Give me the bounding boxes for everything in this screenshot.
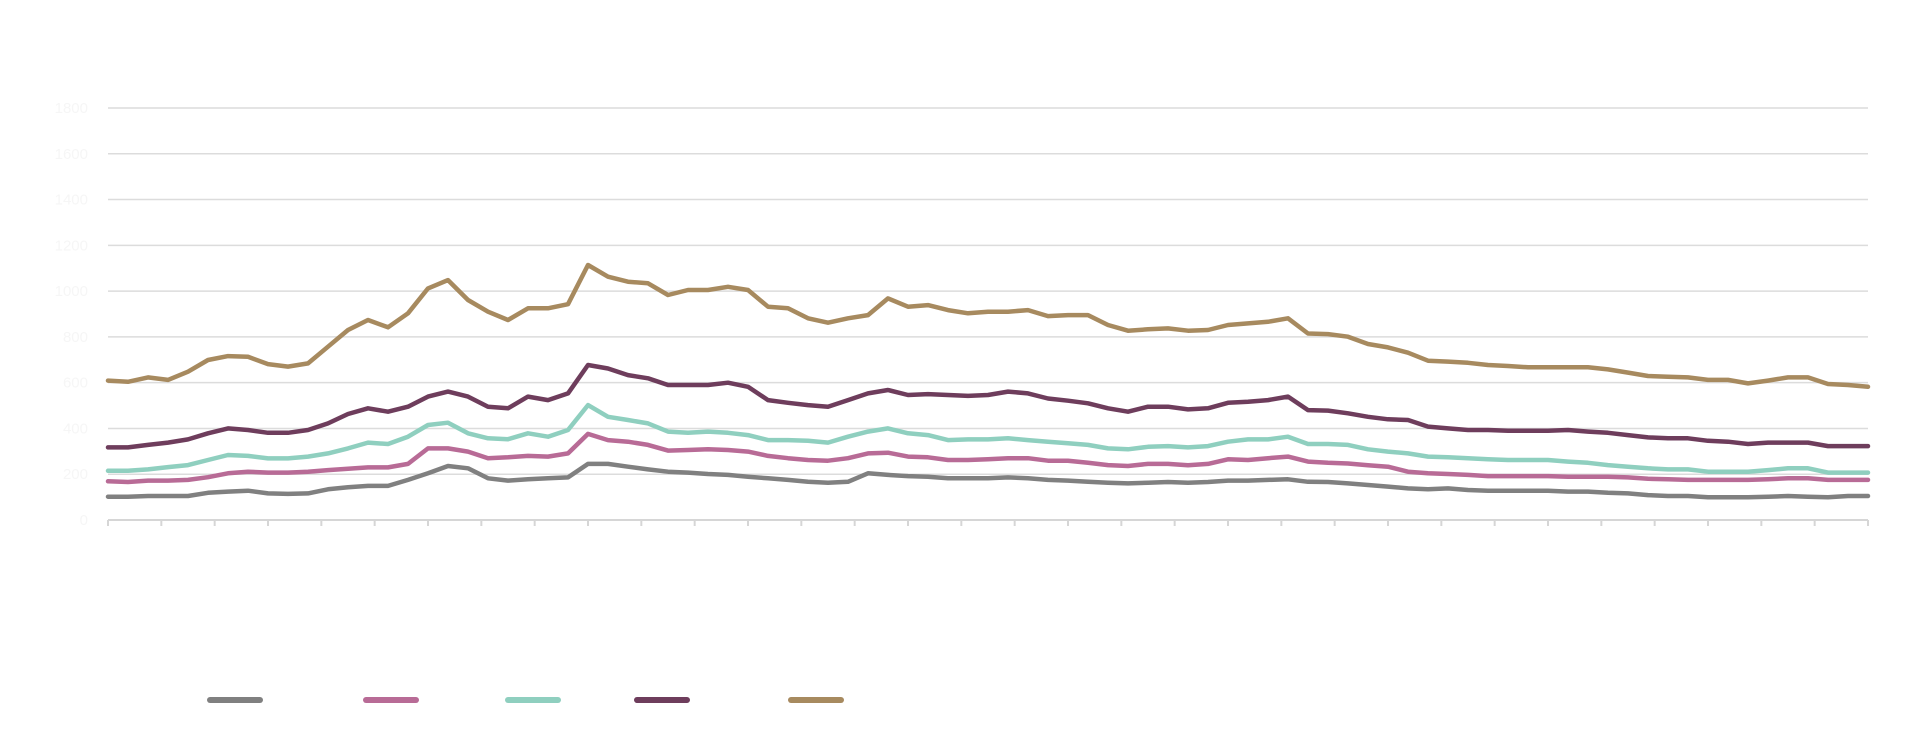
- series-line-gold: [105, 262, 1871, 390]
- y-tick-label: 1600: [55, 146, 88, 163]
- y-tick-label: 0: [80, 512, 88, 529]
- series-line-teal: [105, 402, 1871, 475]
- y-tick-label: 1800: [55, 100, 88, 117]
- y-tick-label: 200: [63, 466, 88, 483]
- series-line-pink: [105, 431, 1871, 485]
- y-tick-label: 400: [63, 420, 88, 437]
- y-tick-label: 1200: [55, 237, 88, 254]
- y-axis-labels: 0 200 400 600 800 1000 1200 1400 1600 1800: [55, 100, 88, 529]
- series-line-gray: [105, 461, 1871, 500]
- x-axis: [107, 519, 1869, 526]
- y-tick-label: 1400: [55, 192, 88, 209]
- y-tick-label: 1000: [55, 283, 88, 300]
- gridlines: [108, 107, 1868, 475]
- series-line-plum: [105, 362, 1871, 450]
- series-lines: [105, 262, 1871, 500]
- y-tick-label: 800: [63, 329, 88, 346]
- y-tick-label: 600: [63, 375, 88, 392]
